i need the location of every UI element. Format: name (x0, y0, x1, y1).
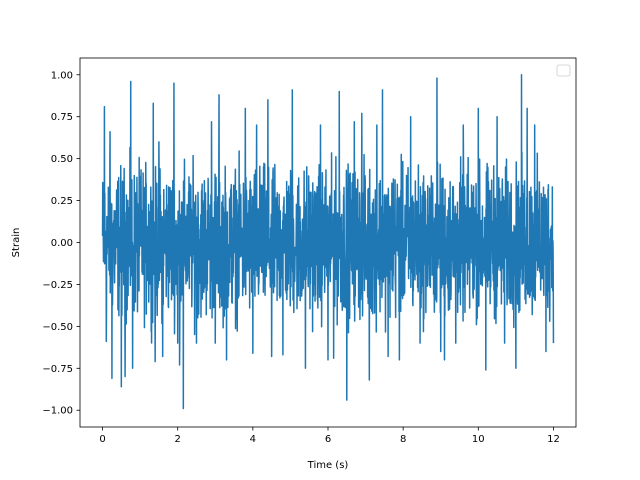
x-axis-label: Time (s) (307, 460, 349, 471)
y-axis: 1.00 0.75 0.50 0.25 0.00 −0.25 −0.50 −0.75 −1.00 (42, 70, 80, 417)
y-axis-label: Strain (11, 228, 22, 258)
y-tick-label: −0.50 (42, 322, 73, 333)
y-tick-label: −0.75 (42, 364, 73, 375)
legend-box[interactable] (556, 64, 571, 77)
y-tick-label: 0.25 (51, 196, 73, 207)
x-tick-label: 4 (250, 434, 256, 445)
y-tick-label: 0.50 (51, 154, 73, 165)
strain-series-line (101, 74, 555, 410)
x-tick-label: 12 (547, 434, 560, 445)
plot-area (79, 57, 577, 428)
y-tick-label: 1.00 (51, 70, 73, 81)
x-tick-label: 10 (472, 434, 485, 445)
y-tick-label: −1.00 (42, 406, 73, 417)
x-tick-label: 0 (99, 434, 105, 445)
y-tick-label: 0.00 (51, 238, 73, 249)
y-tick-label: −0.25 (42, 280, 73, 291)
x-tick-label: 6 (325, 434, 331, 445)
y-tick-label: 0.75 (51, 112, 73, 123)
x-tick-label: 8 (400, 434, 406, 445)
x-axis: 0 2 4 6 8 10 12 (99, 427, 560, 445)
x-tick-label: 2 (175, 434, 181, 445)
series-layer (101, 74, 555, 410)
